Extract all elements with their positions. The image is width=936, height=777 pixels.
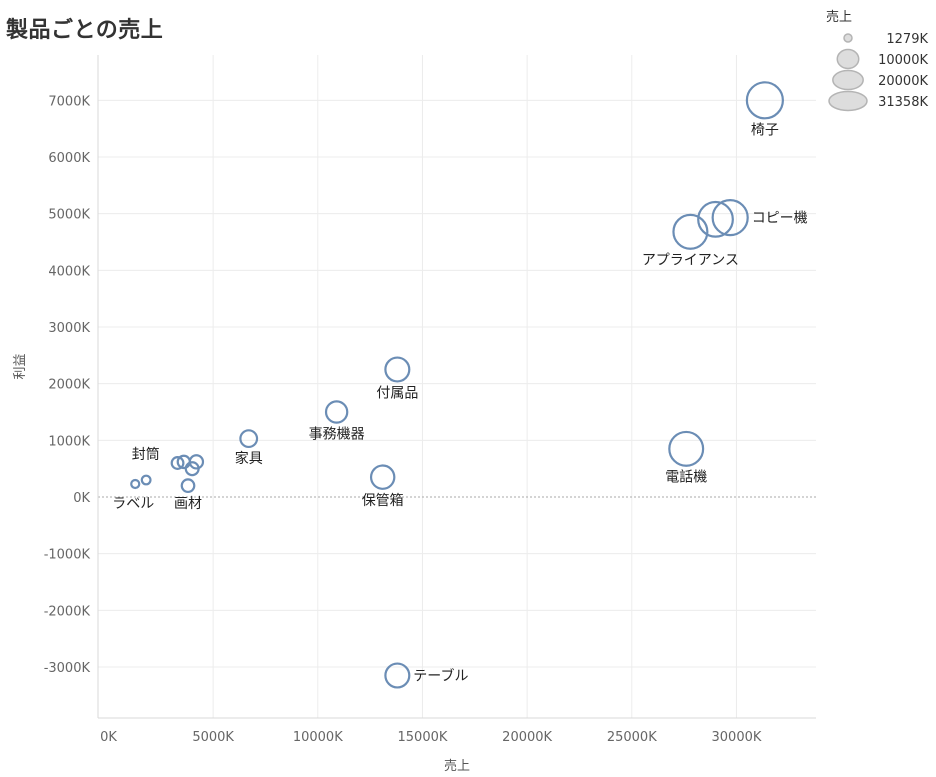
- x-tick-label: 0K: [100, 730, 117, 745]
- data-point: [697, 200, 734, 238]
- x-tick-label: 10000K: [293, 730, 343, 745]
- data-point: [672, 213, 709, 250]
- y-tick-label: 3000K: [48, 321, 90, 336]
- size-legend-marker: [828, 90, 868, 112]
- data-point: [384, 662, 411, 689]
- point-label: 保管箱: [362, 493, 404, 509]
- x-axis-title: 売上: [444, 758, 470, 774]
- point-label: コピー機: [752, 211, 808, 227]
- point-label: 椅子: [751, 122, 779, 138]
- y-tick-label: 1000K: [48, 434, 90, 449]
- x-tick-label: 30000K: [712, 730, 762, 745]
- data-point: [239, 429, 259, 449]
- y-tick-label: 5000K: [48, 208, 90, 223]
- chart-title: 製品ごとの売上: [6, 18, 164, 43]
- data-point: [384, 356, 411, 383]
- data-points: [130, 81, 784, 689]
- data-point: [170, 456, 185, 470]
- data-point: [324, 400, 349, 424]
- y-tick-label: -2000K: [44, 604, 91, 619]
- size-legend-label: 10000K: [878, 53, 928, 68]
- point-label: ラベル: [112, 496, 154, 512]
- x-tick-label: 15000K: [398, 730, 448, 745]
- point-label: 画材: [174, 496, 202, 512]
- size-legend-label: 1279K: [886, 32, 928, 47]
- size-legend-label: 31358K: [878, 95, 928, 110]
- point-label: 家具: [235, 450, 263, 467]
- data-point: [130, 478, 141, 490]
- y-tick-label: 4000K: [48, 264, 90, 279]
- size-legend-label: 20000K: [878, 74, 928, 89]
- size-legend: 1279K 10000K 20000K 31358K: [828, 32, 928, 112]
- point-label: 付属品: [376, 385, 418, 401]
- y-axis-title: 利益: [13, 353, 28, 379]
- point-label: 電話機: [665, 469, 707, 486]
- size-legend-marker: [843, 33, 853, 43]
- y-tick-label: 2000K: [48, 378, 90, 393]
- point-label: アプライアンス: [642, 253, 739, 269]
- size-legend-title: 売上: [826, 9, 852, 25]
- axes: 0K 5000K 10000K 15000K 20000K 25000K 30000K 700…: [44, 55, 816, 745]
- x-tick-label: 20000K: [502, 730, 552, 745]
- y-tick-label: 7000K: [48, 94, 90, 109]
- data-point: [140, 474, 152, 486]
- size-legend-marker: [832, 69, 864, 91]
- size-legend-marker: [836, 48, 860, 70]
- data-point: [180, 478, 196, 494]
- data-point: [745, 81, 784, 120]
- point-label: 事務機器: [309, 427, 365, 443]
- grid-lines: [98, 55, 816, 718]
- data-point: [668, 430, 705, 467]
- y-tick-label: 0K: [73, 491, 90, 506]
- data-point: [711, 199, 749, 237]
- x-tick-label: 25000K: [607, 730, 657, 745]
- y-tick-label: 6000K: [48, 151, 90, 166]
- x-tick-label: 5000K: [192, 730, 234, 745]
- y-tick-label: -3000K: [44, 661, 91, 676]
- data-point: [184, 461, 200, 477]
- y-tick-label: -1000K: [44, 548, 91, 563]
- point-label: 封筒: [132, 446, 160, 463]
- data-point: [369, 464, 396, 490]
- point-label: テーブル: [413, 668, 468, 685]
